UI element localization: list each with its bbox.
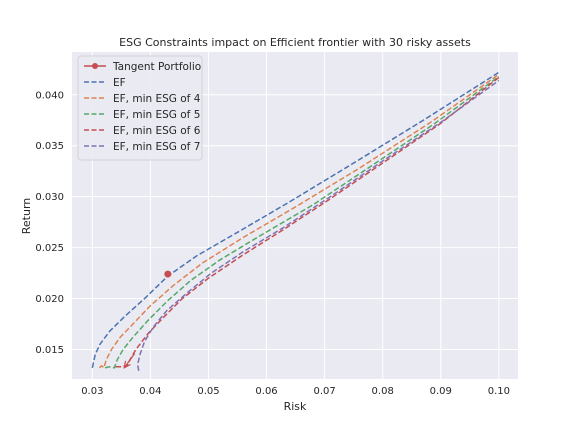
x-tick-label: 0.10	[488, 386, 510, 397]
x-tick-label: 0.03	[81, 386, 103, 397]
y-axis-label: Return	[20, 198, 33, 235]
y-tick-label: 0.020	[35, 294, 64, 305]
x-axis-label: Risk	[284, 400, 307, 413]
x-tick-labels: 0.03 0.04 0.05 0.06 0.07 0.08 0.09 0.10	[81, 386, 510, 397]
x-tick-label: 0.08	[372, 386, 394, 397]
x-tick-label: 0.09	[430, 386, 452, 397]
legend-label-ef: EF	[113, 77, 126, 89]
legend-frame	[77, 55, 203, 161]
ef-min-esg-of-7-line	[136, 79, 500, 371]
y-tick-label: 0.040	[35, 90, 64, 101]
x-tick-label: 0.04	[139, 386, 161, 397]
legend-label-ef-min-esg-of-7: EF, min ESG of 7	[113, 141, 200, 153]
legend-label-tangent-portfolio: Tangent Portfolio	[112, 61, 201, 73]
legend-label-ef-min-esg-of-5: EF, min ESG of 5	[113, 109, 200, 121]
y-tick-label: 0.025	[35, 243, 64, 254]
y-tick-labels: 0.015 0.020 0.025 0.030 0.035 0.040	[35, 90, 64, 356]
tangent-portfolio-marker	[164, 270, 172, 278]
x-tick-label: 0.07	[313, 386, 335, 397]
legend-label-ef-min-esg-of-6: EF, min ESG of 6	[113, 125, 201, 137]
ef-min-esg-of-5-line	[104, 75, 500, 369]
ef-min-esg-of-4-line	[98, 73, 500, 370]
chart-title: ESG Constraints impact on Efficient fron…	[119, 36, 471, 49]
x-tick-label: 0.05	[197, 386, 219, 397]
y-tick-label: 0.015	[35, 345, 64, 356]
y-tick-label: 0.035	[35, 141, 64, 152]
legend-marker-tangent-portfolio	[92, 63, 98, 69]
annotation-arrow	[123, 353, 136, 369]
x-tick-label: 0.06	[255, 386, 277, 397]
annotation-arrowhead	[123, 360, 131, 369]
ef-min-esg-of-6-line	[115, 76, 500, 368]
series-group	[91, 71, 500, 371]
legend: Tangent Portfolio EF EF, min ESG of 4 EF, m…	[77, 55, 203, 161]
y-tick-label: 0.030	[35, 192, 64, 203]
legend-label-ef-min-esg-of-4: EF, min ESG of 4	[113, 93, 201, 105]
